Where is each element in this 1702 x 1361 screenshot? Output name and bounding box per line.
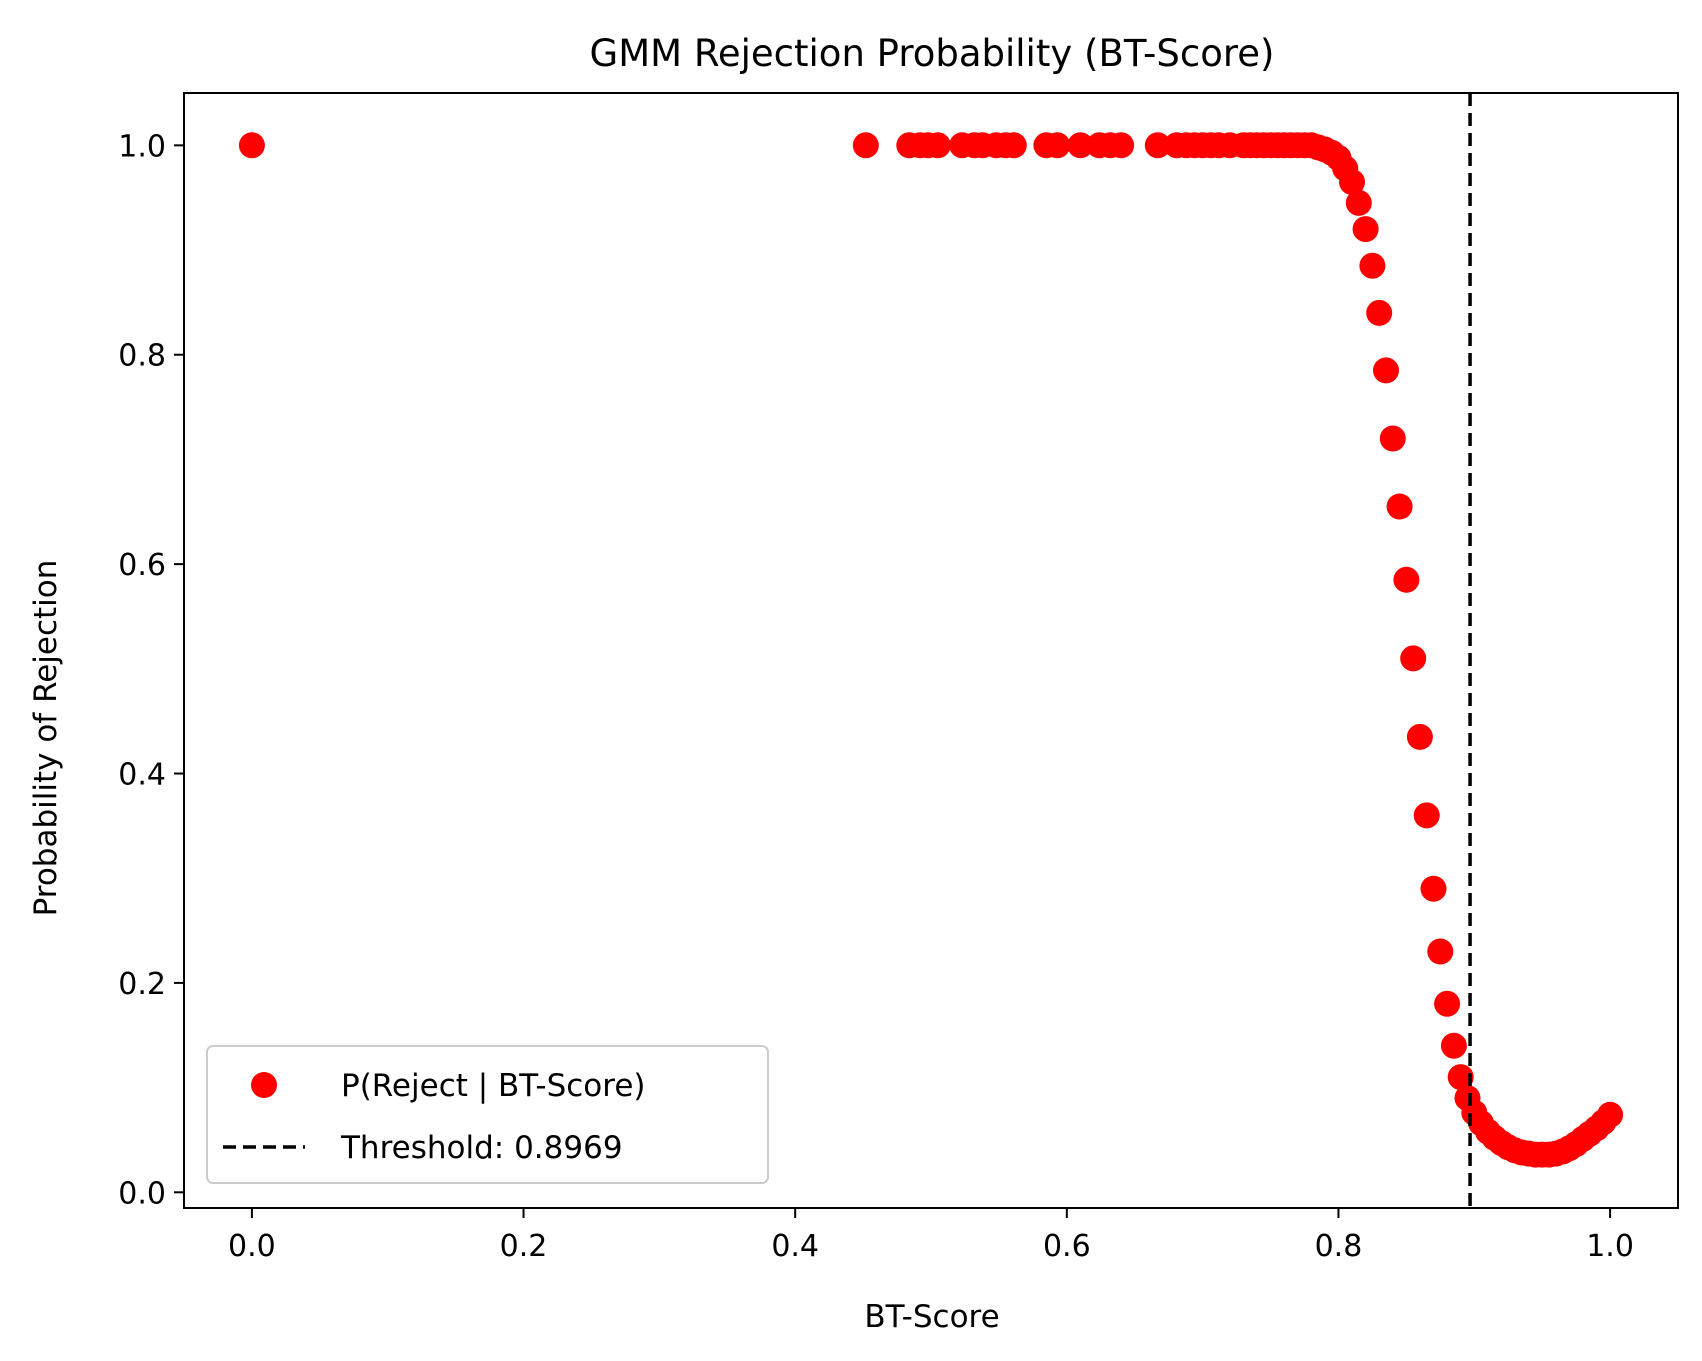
legend-label-threshold: Threshold: 0.8969 (340, 1130, 623, 1166)
data-point (1108, 132, 1135, 159)
data-point (1366, 299, 1393, 326)
data-point (1434, 990, 1461, 1017)
data-point (1345, 189, 1372, 216)
data-point (1339, 169, 1365, 195)
y-tick-label: 0.0 (118, 1176, 166, 1211)
data-point (1447, 1064, 1474, 1091)
data-point (1044, 132, 1071, 159)
y-tick-label: 0.6 (118, 548, 166, 583)
y-axis-label: Probability of Rejection (28, 560, 64, 917)
plot-frame (183, 92, 1679, 1209)
data-point (1352, 216, 1379, 243)
x-axis: 0.0 0.2 0.4 0.6 0.8 1.0 (228, 1208, 1634, 1264)
data-point (1413, 802, 1440, 829)
x-axis-label: BT-Score (864, 1299, 999, 1335)
legend-marker-reject (251, 1072, 277, 1098)
y-tick-label: 1.0 (118, 129, 166, 164)
data-point (1420, 875, 1447, 902)
data-point (1386, 493, 1413, 520)
data-point (238, 132, 265, 159)
data-point (1144, 132, 1171, 159)
data-point (1067, 132, 1094, 159)
data-point (1400, 645, 1427, 672)
data-point (924, 132, 951, 159)
data-point (852, 132, 879, 159)
y-axis: 0.0 0.2 0.4 0.6 0.8 1.0 (118, 129, 184, 1211)
data-point (1000, 132, 1027, 159)
data-point (1393, 566, 1420, 593)
data-point (1597, 1101, 1624, 1128)
chart-title: GMM Rejection Probability (BT-Score) (590, 32, 1275, 75)
x-tick-label: 0.8 (1315, 1229, 1363, 1264)
legend: P(Reject | BT-Score) Threshold: 0.8969 (206, 1045, 769, 1184)
x-tick-label: 0.6 (1043, 1229, 1091, 1264)
data-point (1359, 252, 1386, 279)
y-tick-label: 0.2 (118, 967, 166, 1002)
data-point (1440, 1032, 1467, 1059)
y-tick-label: 0.8 (118, 339, 166, 374)
y-tick-label: 0.4 (118, 758, 166, 793)
data-point (1373, 357, 1399, 384)
x-tick-label: 0.2 (500, 1229, 548, 1264)
data-layer (238, 93, 1624, 1208)
x-tick-label: 1.0 (1586, 1229, 1634, 1264)
data-point (1427, 938, 1454, 965)
x-tick-label: 0.0 (228, 1229, 276, 1264)
legend-label-reject: P(Reject | BT-Score) (341, 1068, 646, 1104)
data-point (1406, 723, 1433, 750)
legend-box (206, 1045, 769, 1184)
x-tick-label: 0.4 (771, 1229, 819, 1264)
data-point (1379, 425, 1406, 452)
